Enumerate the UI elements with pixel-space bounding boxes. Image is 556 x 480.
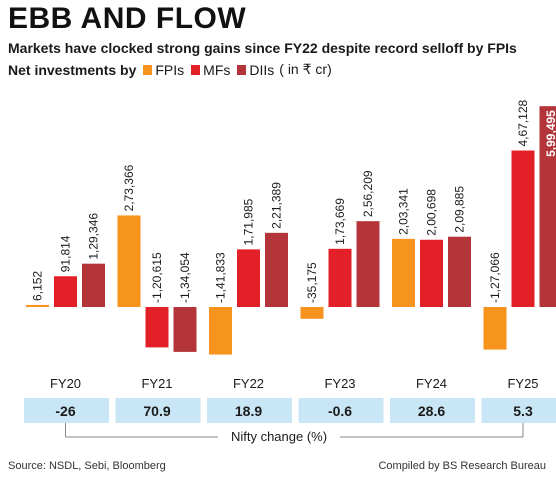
bar-diis-fy21 [173,307,197,352]
legend: Net investments by FPIs MFs DIIs ( in ₹ … [8,61,332,78]
category-label-fy24: FY24 [416,376,447,391]
bar-mfs-fy25 [511,150,535,307]
bar-mfs-fy22 [237,249,260,307]
source-note: Source: NSDL, Sebi, Bloomberg [8,460,166,472]
value-label-mfs-fy24: 2,00,698 [425,189,439,236]
bar-fpis-fy20 [26,304,49,307]
bar-diis-fy24 [448,236,471,307]
category-label-fy20: FY20 [50,376,81,391]
bar-diis-fy20 [82,263,105,307]
value-label-fpis-fy24: 2,03,341 [397,188,411,235]
legend-label-mfs: MFs [203,61,231,78]
legend-prefix: Net investments by [8,61,137,78]
bar-mfs-fy23 [328,248,352,307]
value-label-mfs-fy25: 4,67,128 [516,99,530,146]
legend-label-fpis: FPIs [155,61,185,78]
nifty-value-fy23: -0.6 [328,403,352,419]
nifty-value-fy21: 70.9 [143,403,170,419]
bar-diis-fy23 [356,221,380,307]
category-label-fy25: FY25 [507,376,538,391]
nifty-value-fy22: 18.9 [235,403,262,419]
bar-fpis-fy25 [483,307,507,350]
credit-note: Compiled by BS Research Bureau [378,460,546,472]
legend-label-diis: DIIs [249,61,275,78]
value-label-mfs-fy21: -1,20,615 [150,252,164,303]
category-label-fy21: FY21 [141,376,172,391]
value-label-fpis-fy23: -35,175 [305,262,319,303]
value-label-mfs-fy22: 1,71,985 [242,198,256,245]
value-label-diis-fy20: 1,29,346 [87,213,101,260]
nifty-box-fy25 [481,398,556,423]
bar-fpis-fy22 [209,307,232,355]
chart-title: EBB AND FLOW [8,2,247,35]
value-label-fpis-fy21: 2,73,366 [122,164,136,211]
nifty-box-fy23 [298,398,384,423]
bar-diis-fy25 [539,106,556,307]
category-label-fy22: FY22 [233,376,264,391]
nifty-box-fy24 [390,398,475,423]
bar-fpis-fy21 [117,215,141,307]
bar-mfs-fy24 [420,239,443,307]
value-label-diis-fy24: 2,09,885 [453,186,467,233]
bar-fpis-fy23 [300,307,324,319]
legend-swatch-diis [237,64,247,75]
category-label-fy23: FY23 [324,376,355,391]
bar-mfs-fy20 [54,276,77,307]
value-label-mfs-fy20: 91,814 [59,235,73,272]
nifty-box-fy22 [207,398,292,423]
nifty-value-fy24: 28.6 [418,403,445,419]
bar-mfs-fy21 [145,307,169,348]
nifty-box-fy21 [115,398,201,423]
nifty-change-label: Nifty change (%) [231,429,327,444]
value-label-diis-fy23: 2,56,209 [361,170,375,217]
legend-unit: ( in ₹ cr) [279,61,332,77]
legend-swatch-fpis [143,64,153,75]
bar-diis-fy22 [265,232,288,307]
chart-subtitle: Markets have clocked strong gains since … [8,40,517,56]
value-label-diis-fy21: -1,34,054 [178,252,192,303]
value-label-fpis-fy25: -1,27,066 [488,252,502,303]
value-label-diis-fy22: 2,21,389 [270,182,284,229]
bar-fpis-fy24 [392,238,415,307]
legend-swatch-mfs [191,64,201,75]
value-label-fpis-fy22: -1,41,833 [214,252,228,303]
value-label-diis-fy25: 5,99,495 [544,110,556,157]
nifty-value-fy25: 5.3 [513,403,533,419]
nifty-value-fy20: -26 [55,403,75,419]
value-label-fpis-fy20: 6,152 [31,271,45,301]
nifty-box-fy20 [24,398,109,423]
value-label-mfs-fy23: 1,73,669 [333,198,347,245]
